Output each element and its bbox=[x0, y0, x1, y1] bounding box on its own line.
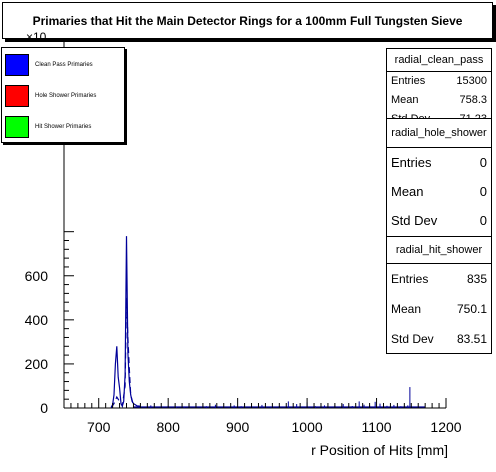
histogram-series bbox=[110, 236, 141, 408]
y-tick-label: 200 bbox=[25, 356, 49, 372]
x-tick-label: 900 bbox=[226, 419, 250, 435]
stats-label: Entries bbox=[391, 75, 426, 87]
series-radial-hit-shower bbox=[110, 297, 135, 408]
stats-value: 0 bbox=[479, 184, 487, 199]
legend-item-clean-pass: Clean Pass Primaries bbox=[5, 54, 93, 76]
stats-label: Entries bbox=[391, 272, 429, 286]
series-radial-clean-pass bbox=[110, 236, 141, 408]
stats-row-entries: Entries 0 bbox=[387, 148, 491, 177]
stats-value: 750.1 bbox=[456, 302, 487, 316]
stats-value: 758.3 bbox=[459, 94, 487, 106]
chart-title-text: Primaries that Hit the Main Detector Rin… bbox=[32, 13, 463, 28]
legend-label: Hole Shower Primaries bbox=[35, 93, 97, 99]
x-tick-label: 800 bbox=[157, 419, 181, 435]
stats-row-mean: Mean 758.3 bbox=[387, 91, 491, 110]
stats-title: radial_hit_shower bbox=[387, 237, 491, 264]
stats-row-stddev: Std Dev 83.51 bbox=[387, 324, 491, 354]
stats-label: Std Dev bbox=[391, 332, 434, 346]
stats-label: Entries bbox=[391, 155, 432, 170]
chart-title: Primaries that Hit the Main Detector Rin… bbox=[2, 2, 493, 39]
legend-label: Clean Pass Primaries bbox=[35, 62, 93, 68]
x-tick-label: 700 bbox=[87, 419, 111, 435]
stats-label: Mean bbox=[391, 94, 419, 106]
stats-label: Std Dev bbox=[391, 213, 438, 228]
legend-swatch-green bbox=[5, 116, 29, 138]
legend-item-hole-shower: Hole Shower Primaries bbox=[5, 85, 96, 107]
legend: Clean Pass Primaries Hole Shower Primari… bbox=[1, 47, 125, 143]
legend-swatch-blue bbox=[5, 54, 29, 76]
stats-box-hit-shower: radial_hit_shower Entries 835 Mean 750.1… bbox=[386, 236, 492, 354]
legend-item-hit-shower: Hit Shower Primaries bbox=[5, 116, 91, 138]
stats-value: 0 bbox=[479, 213, 487, 228]
legend-label: Hit Shower Primaries bbox=[35, 124, 92, 130]
x-axis-label: r Position of Hits [mm] bbox=[311, 442, 448, 458]
stats-row-stddev: Std Dev 0 bbox=[387, 206, 491, 235]
stats-value: 0 bbox=[479, 155, 487, 170]
stats-row-entries: Entries 835 bbox=[387, 264, 491, 294]
stats-row-mean: Mean 0 bbox=[387, 177, 491, 206]
stats-row-entries: Entries 15300 bbox=[387, 72, 491, 91]
stats-value: 15300 bbox=[456, 75, 487, 87]
y-tick-label: 400 bbox=[25, 312, 49, 328]
stats-box-hole-shower: radial_hole_shower Entries 0 Mean 0 Std … bbox=[386, 118, 492, 238]
x-tick-label: 1000 bbox=[292, 419, 323, 435]
stats-value: 835 bbox=[466, 272, 487, 286]
stats-row-mean: Mean 750.1 bbox=[387, 294, 491, 324]
stats-label: Mean bbox=[391, 184, 424, 199]
legend-swatch-red bbox=[5, 85, 29, 107]
stats-title: radial_hole_shower bbox=[387, 119, 491, 148]
y-multiplier-label: ×10 bbox=[26, 30, 47, 44]
axis-ticks: 700 800 900 1000 1100 1200 0 200 400 600 bbox=[25, 231, 462, 435]
stats-title: radial_clean_pass bbox=[387, 49, 491, 72]
y-tick-label: 0 bbox=[40, 400, 48, 416]
y-tick-label: 600 bbox=[25, 268, 49, 284]
stats-value: 83.51 bbox=[456, 332, 487, 346]
stats-label: Mean bbox=[391, 302, 422, 316]
x-tick-label: 1100 bbox=[361, 419, 391, 435]
x-tick-label: 1200 bbox=[430, 419, 461, 435]
